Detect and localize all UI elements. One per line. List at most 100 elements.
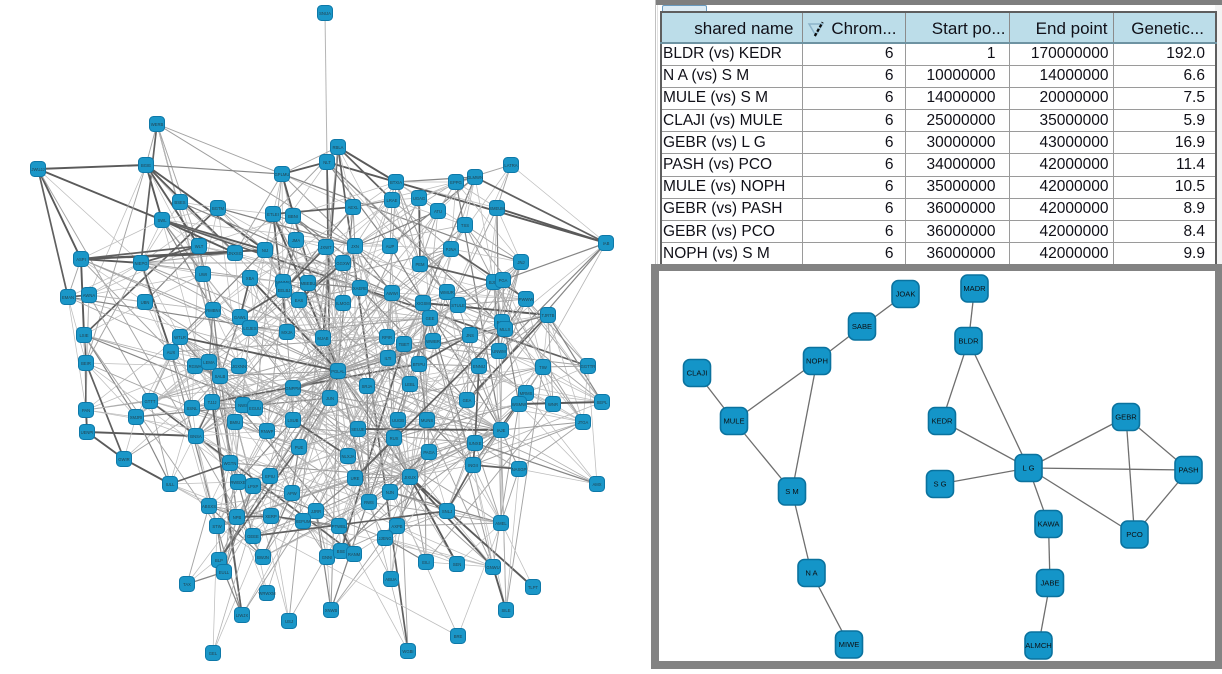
- svg-text:GEA: GEA: [463, 398, 472, 403]
- svg-text:WNR: WNR: [548, 402, 558, 407]
- svg-text:GWIR: GWIR: [118, 457, 129, 462]
- svg-text:GEE: GEE: [426, 316, 435, 321]
- svg-text:RWBXE: RWBXE: [230, 480, 245, 485]
- svg-text:EGUU: EGUU: [249, 406, 261, 411]
- svg-text:XEPUM: XEPUM: [296, 519, 311, 524]
- svg-text:USJ: USJ: [285, 619, 293, 624]
- svg-text:TBET: TBET: [399, 342, 410, 347]
- svg-text:SNIJA: SNIJA: [319, 11, 331, 16]
- svg-text:WSMW: WSMW: [512, 402, 526, 407]
- svg-text:LATRA: LATRA: [504, 163, 517, 168]
- svg-text:MIWE: MIWE: [839, 640, 860, 649]
- svg-text:LEMA: LEMA: [203, 360, 215, 365]
- svg-text:LPXP: LPXP: [248, 484, 259, 489]
- svg-text:ATU: ATU: [434, 209, 442, 214]
- svg-text:ILMGG: ILMGG: [336, 301, 350, 306]
- svg-text:UWI: UWI: [199, 272, 207, 277]
- svg-text:S G: S G: [933, 480, 946, 489]
- svg-text:AXPB: AXPB: [391, 524, 402, 529]
- svg-text:MLLX: MLLX: [500, 327, 511, 332]
- svg-text:JXN: JXN: [351, 244, 359, 249]
- svg-text:WMUR: WMUR: [440, 290, 454, 295]
- svg-text:SRJA: SRJA: [362, 384, 373, 389]
- svg-text:ENNIJ: ENNIJ: [473, 364, 485, 369]
- svg-text:BGTM: BGTM: [212, 206, 225, 211]
- svg-text:JIXUX: JIXUX: [404, 475, 416, 480]
- svg-text:NLT: NLT: [323, 160, 331, 165]
- svg-text:PAGA: PAGA: [423, 450, 435, 455]
- svg-text:EELBJ: EELBJ: [278, 288, 291, 293]
- svg-text:EILI: EILI: [422, 560, 429, 565]
- svg-text:EAS: EAS: [295, 298, 304, 303]
- svg-text:URE: URE: [351, 476, 360, 481]
- svg-text:APW: APW: [287, 491, 297, 496]
- svg-text:XNWB: XNWB: [325, 608, 338, 613]
- svg-text:LEBL: LEBL: [405, 382, 416, 387]
- svg-text:PWWW: PWWW: [519, 297, 534, 302]
- svg-text:WGBI: WGBI: [402, 649, 413, 654]
- svg-text:LGJES: LGJES: [243, 326, 256, 331]
- svg-text:SEUJE: SEUJE: [351, 427, 365, 432]
- svg-text:IAB: IAB: [603, 241, 610, 246]
- svg-text:UUGB: UUGB: [392, 418, 404, 423]
- svg-text:GPLMU: GPLMU: [275, 172, 290, 177]
- svg-text:WERB: WERB: [151, 122, 164, 127]
- svg-text:NLXJA: NLXJA: [341, 454, 354, 459]
- svg-text:EMAN: EMAN: [62, 295, 74, 300]
- svg-text:SILE: SILE: [501, 608, 510, 613]
- svg-text:ILTI: ILTI: [385, 356, 392, 361]
- svg-text:PCO: PCO: [1126, 530, 1143, 539]
- svg-text:GEBR: GEBR: [1115, 413, 1137, 422]
- svg-text:NASGP: NASGP: [512, 467, 527, 472]
- svg-text:XERP: XERP: [265, 514, 277, 519]
- svg-text:TJJJ: TJJJ: [208, 400, 217, 405]
- svg-text:ABUA: ABUA: [385, 577, 397, 582]
- svg-text:MJAB: MJAB: [317, 336, 328, 341]
- svg-text:XMJRI: XMJRI: [130, 415, 143, 420]
- svg-text:AMEL: AMEL: [495, 521, 507, 526]
- svg-text:AUP: AUP: [386, 244, 395, 249]
- svg-text:JUN: JUN: [326, 396, 334, 401]
- svg-text:PTWBL: PTWBL: [332, 524, 347, 529]
- svg-text:UGAG: UGAG: [413, 196, 425, 201]
- svg-text:UBN: UBN: [141, 300, 150, 305]
- svg-text:RANM: RANM: [348, 552, 361, 557]
- svg-text:GAWL: GAWL: [234, 315, 247, 320]
- svg-text:ALMCH: ALMCH: [1025, 641, 1052, 650]
- svg-text:RBLA: RBLA: [333, 145, 344, 150]
- svg-text:GGTTR: GGTTR: [581, 364, 596, 369]
- svg-text:XIGSM: XIGSM: [416, 301, 430, 306]
- svg-text:INGII: INGII: [468, 463, 478, 468]
- svg-text:SMEUM: SMEUM: [489, 206, 505, 211]
- svg-text:BLDR: BLDR: [958, 337, 979, 346]
- svg-text:PAN: PAN: [82, 408, 90, 413]
- svg-text:BBNI: BBNI: [288, 214, 298, 219]
- svg-text:KAWA: KAWA: [1038, 520, 1061, 529]
- svg-text:GEEE: GEEE: [247, 534, 259, 539]
- svg-text:CLAJI: CLAJI: [687, 369, 708, 378]
- svg-text:SALB: SALB: [215, 374, 226, 379]
- svg-text:WTLR: WTLR: [174, 335, 186, 340]
- svg-text:WLT: WLT: [195, 244, 204, 249]
- svg-text:MBEBU: MBEBU: [301, 281, 316, 286]
- svg-text:NIEPG: NIEPG: [134, 261, 147, 266]
- svg-text:LSUB: LSUB: [288, 418, 299, 423]
- svg-text:RWS: RWS: [364, 500, 374, 505]
- svg-text:SABE: SABE: [852, 322, 872, 331]
- svg-text:TIW: TIW: [539, 365, 547, 370]
- svg-text:RMBNI: RMBNI: [206, 308, 220, 313]
- svg-text:RGWA: RGWA: [189, 364, 202, 369]
- svg-text:LIWJX: LIWJX: [236, 613, 249, 618]
- svg-text:GNWU: GNWU: [486, 565, 499, 570]
- svg-text:S M: S M: [785, 487, 799, 496]
- svg-text:RUX: RUX: [390, 436, 399, 441]
- svg-text:JABE: JABE: [1041, 579, 1060, 588]
- svg-text:AEXL: AEXL: [348, 205, 359, 210]
- svg-text:MULE: MULE: [723, 417, 744, 426]
- svg-text:NJN: NJN: [386, 490, 394, 495]
- svg-text:SNLJ: SNLJ: [442, 509, 452, 514]
- svg-text:IUNXE: IUNXE: [469, 441, 482, 446]
- svg-text:KEDR: KEDR: [931, 417, 953, 426]
- svg-text:NIJ: NIJ: [262, 248, 268, 253]
- svg-text:N A: N A: [805, 569, 818, 578]
